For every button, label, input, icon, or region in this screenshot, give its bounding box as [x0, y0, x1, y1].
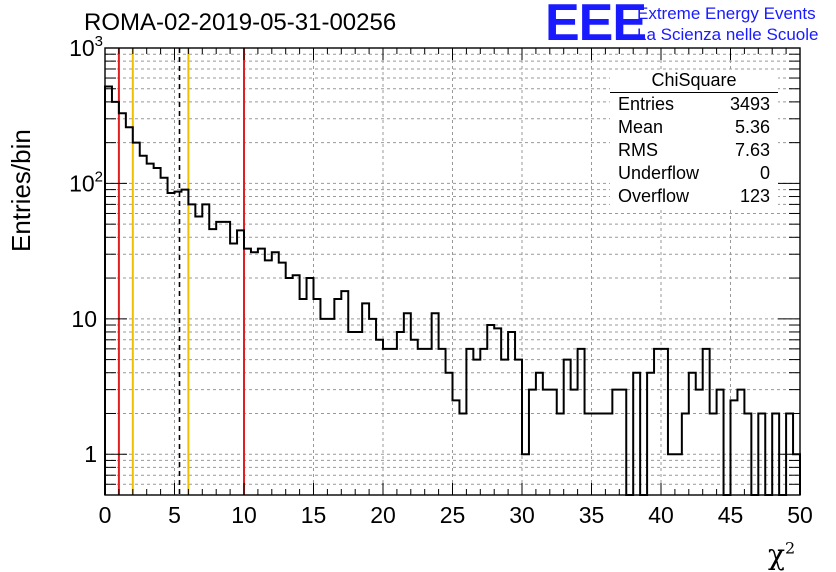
stats-label: Overflow [618, 186, 690, 206]
y-tick-label: 1 [84, 441, 97, 467]
x-axis-label: χ2 [768, 538, 795, 571]
stats-value: 5.36 [734, 117, 770, 137]
x-tick-label: 45 [718, 502, 744, 528]
y-tick-label: 10 [71, 306, 97, 332]
stats-value: 7.63 [734, 140, 770, 160]
x-tick-label: 30 [509, 502, 535, 528]
stats-row-entries: Entries 3493 [610, 93, 778, 116]
x-tick-label: 10 [231, 502, 257, 528]
x-tick-label: 50 [787, 502, 813, 528]
x-axis-label-sup: 2 [784, 538, 796, 558]
logo-line-1: Extreme Energy Events [637, 4, 816, 23]
y-tick-label: 103 [69, 33, 103, 61]
x-tick-label: 40 [648, 502, 674, 528]
x-tick-label: 5 [168, 502, 181, 528]
stats-value: 123 [739, 186, 770, 206]
logo-text: Extreme Energy Events La Scienza nelle S… [637, 3, 818, 45]
stats-label: Mean [618, 117, 664, 137]
stats-value: 3493 [729, 94, 770, 114]
stats-title: ChiSquare [610, 70, 778, 93]
x-axis-label-base: χ [768, 538, 785, 571]
stats-box: ChiSquare Entries 3493 Mean 5.36 RMS 7.63 U… [610, 70, 778, 208]
stats-label: Entries [618, 94, 675, 114]
chart-title: ROMA-02-2019-05-31-00256 [84, 9, 397, 36]
stats-row-underflow: Underflow 0 [610, 162, 778, 185]
x-tick-label: 25 [440, 502, 466, 528]
stats-label: RMS [618, 140, 658, 160]
histogram-series [104, 85, 801, 496]
stats-label: Underflow [618, 163, 700, 183]
stats-row-overflow: Overflow 123 [610, 185, 778, 208]
eee-logo: EEE [545, 0, 647, 52]
stats-row-rms: RMS 7.63 [610, 139, 778, 162]
logo-line-2: La Scienza nelle Scuole [637, 25, 819, 44]
y-axis-label: Entries/bin [6, 129, 36, 252]
y-tick-label: 102 [69, 168, 103, 196]
x-tick-label: 35 [579, 502, 605, 528]
stats-row-mean: Mean 5.36 [610, 116, 778, 139]
x-tick-label: 0 [99, 502, 112, 528]
x-tick-label: 15 [301, 502, 327, 528]
stats-value: 0 [759, 163, 770, 183]
x-tick-label: 20 [370, 502, 396, 528]
